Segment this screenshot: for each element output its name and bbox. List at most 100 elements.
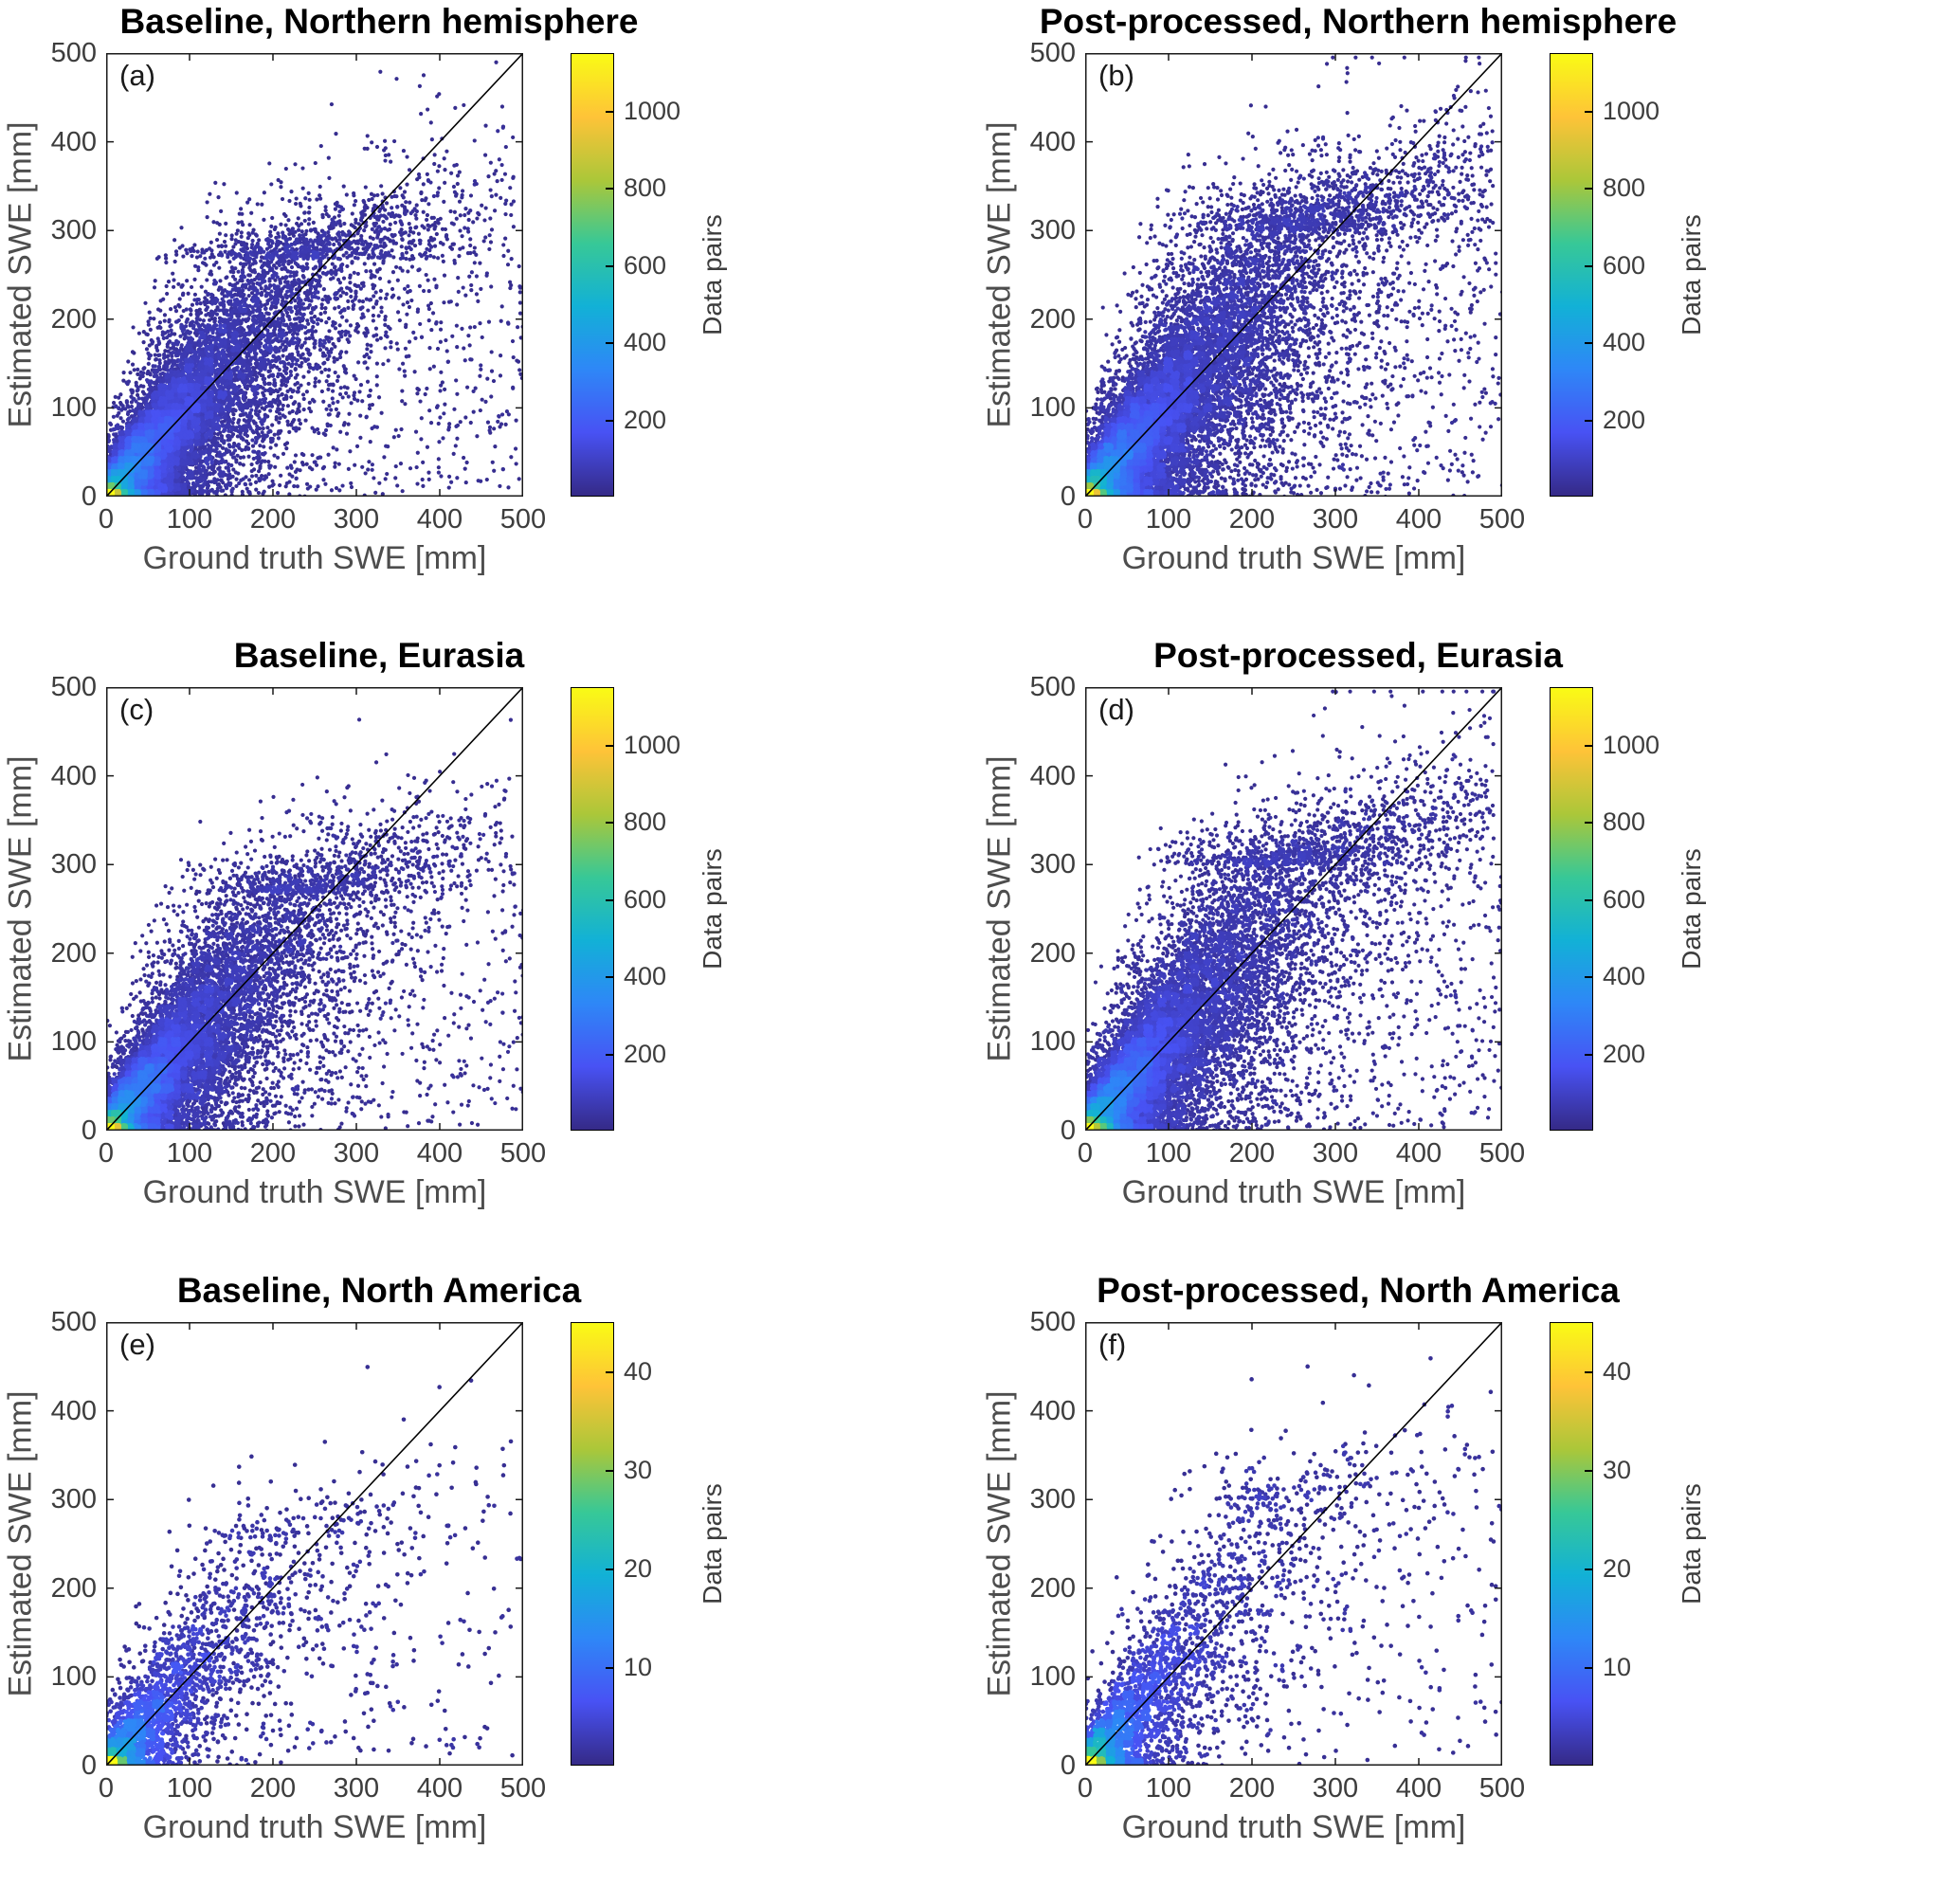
colorbar-gradient xyxy=(1551,54,1592,496)
panel-letter: (d) xyxy=(1098,693,1134,726)
colorbar-tick-labels: 10 20 30 40 xyxy=(624,1322,718,1766)
y-tick-label: 100 xyxy=(1029,1026,1076,1058)
chart-panel: Baseline, North America Estimated SWE [m… xyxy=(0,1269,979,1904)
y-tick-label: 500 xyxy=(1029,672,1076,702)
colorbar-tick-label: 600 xyxy=(1603,884,1646,914)
x-tick-label: 500 xyxy=(499,504,547,535)
colorbar-tick-label: 20 xyxy=(624,1554,653,1583)
chart-panel: Baseline, Eurasia Estimated SWE [mm] 0 10… xyxy=(0,634,979,1269)
colorbar-tick-mark xyxy=(606,1569,613,1570)
colorbar-tick-mark xyxy=(606,1470,613,1472)
colorbar-tick-mark xyxy=(606,976,613,979)
colorbar-tick-label: 600 xyxy=(1603,250,1646,280)
x-axis-label: Ground truth SWE [mm] xyxy=(142,1809,487,1845)
colorbar-tick-mark xyxy=(1585,822,1592,825)
x-tick-labels: 0 100 200 300 400 500 xyxy=(99,504,546,536)
y-tick-label: 100 xyxy=(50,1661,97,1693)
y-tick-label: 100 xyxy=(1029,392,1076,424)
colorbar-tick-mark xyxy=(1585,745,1592,748)
scatter-canvas xyxy=(1085,1322,1502,1766)
x-tick-label: 400 xyxy=(416,1138,463,1169)
colorbar-tick-mark xyxy=(606,1667,613,1669)
colorbar-tick-mark xyxy=(606,1053,613,1056)
colorbar-tick-mark xyxy=(1585,898,1592,901)
colorbar-tick-label: 10 xyxy=(624,1653,653,1681)
colorbar-tick-label: 800 xyxy=(624,807,667,837)
x-tick-label: 500 xyxy=(499,1138,547,1169)
colorbar-tick-mark xyxy=(1585,264,1592,267)
colorbar-label: Data pairs xyxy=(698,848,727,970)
colorbar-gradient xyxy=(1551,1323,1592,1765)
scatter-canvas xyxy=(1085,53,1502,497)
y-tick-label: 300 xyxy=(50,1484,97,1515)
colorbar-tick-mark xyxy=(1585,111,1592,114)
plot-area: (d) xyxy=(1085,687,1502,1131)
chart-title: Post-processed, Eurasia xyxy=(1153,636,1563,675)
colorbar-tick-labels: 200 400 600 800 1000 xyxy=(624,53,718,497)
colorbar-tick-labels: 200 400 600 800 1000 xyxy=(1603,53,1697,497)
x-tick-label: 400 xyxy=(1395,504,1442,535)
colorbar-tick-mark xyxy=(1585,1470,1592,1472)
y-tick-labels: 0 100 200 300 400 500 xyxy=(28,672,97,1146)
colorbar-tick-label: 10 xyxy=(1603,1653,1632,1681)
panel-letter: (b) xyxy=(1098,59,1134,92)
y-tick-label: 300 xyxy=(1029,1484,1076,1515)
colorbar-gradient xyxy=(571,1323,613,1765)
colorbar-tick-mark xyxy=(1585,188,1592,190)
plot-area: (b) xyxy=(1085,53,1502,497)
colorbar-tick-mark xyxy=(1585,1569,1592,1570)
scatter-canvas xyxy=(1085,687,1502,1131)
y-tick-label: 100 xyxy=(1029,1661,1076,1693)
colorbar-tick-mark xyxy=(606,898,613,901)
colorbar-tick-label: 200 xyxy=(1603,1039,1646,1068)
colorbar xyxy=(571,687,614,1131)
x-tick-label: 500 xyxy=(1478,504,1526,535)
y-tick-label: 200 xyxy=(1029,1572,1076,1604)
panel-letter: (e) xyxy=(119,1328,155,1361)
colorbar-tick-label: 30 xyxy=(624,1456,653,1484)
y-tick-label: 300 xyxy=(50,849,97,880)
colorbar-tick-labels: 200 400 600 800 1000 xyxy=(624,687,718,1131)
chart-title: Post-processed, Northern hemisphere xyxy=(1039,2,1678,41)
colorbar-tick-label: 400 xyxy=(1603,962,1646,991)
colorbar-tick-label: 400 xyxy=(624,328,667,357)
x-tick-label: 0 xyxy=(1077,1773,1094,1804)
colorbar-tick-label: 200 xyxy=(624,1039,667,1068)
y-tick-label: 400 xyxy=(50,760,97,791)
x-tick-label: 100 xyxy=(166,1138,213,1169)
y-tick-label: 500 xyxy=(1029,38,1076,68)
y-tick-label: 400 xyxy=(1029,126,1076,157)
y-tick-label: 200 xyxy=(50,937,97,969)
colorbar-tick-label: 40 xyxy=(624,1357,653,1386)
colorbar-tick-label: 800 xyxy=(1603,173,1646,203)
x-axis-label: Ground truth SWE [mm] xyxy=(1121,1174,1466,1210)
colorbar-label: Data pairs xyxy=(1677,214,1706,335)
colorbar-tick-label: 30 xyxy=(1603,1456,1632,1484)
colorbar-gradient xyxy=(571,688,613,1130)
colorbar-tick-mark xyxy=(606,1371,613,1373)
panel-letter: (f) xyxy=(1098,1328,1127,1361)
x-tick-label: 300 xyxy=(333,504,380,535)
colorbar-label: Data pairs xyxy=(1677,848,1706,970)
colorbar-gradient xyxy=(571,54,613,496)
y-tick-labels: 0 100 200 300 400 500 xyxy=(28,1307,97,1781)
y-tick-label: 0 xyxy=(1060,481,1076,512)
plot-area: (e) xyxy=(106,1322,523,1766)
x-tick-label: 0 xyxy=(1077,1138,1094,1169)
colorbar-tick-label: 200 xyxy=(624,405,667,434)
y-tick-label: 500 xyxy=(50,38,97,68)
x-tick-labels: 0 100 200 300 400 500 xyxy=(99,1773,546,1805)
chart-title: Baseline, Eurasia xyxy=(233,636,525,675)
x-axis-label: Ground truth SWE [mm] xyxy=(142,1174,487,1210)
x-tick-label: 200 xyxy=(249,1138,297,1169)
colorbar-label: Data pairs xyxy=(698,214,727,335)
chart-title: Baseline, North America xyxy=(176,1271,582,1310)
x-tick-label: 500 xyxy=(1478,1138,1526,1169)
y-tick-label: 500 xyxy=(1029,1307,1076,1337)
y-tick-label: 400 xyxy=(1029,760,1076,791)
scatter-canvas xyxy=(106,687,523,1131)
x-tick-label: 200 xyxy=(1228,504,1276,535)
colorbar-tick-mark xyxy=(606,745,613,748)
y-tick-label: 500 xyxy=(50,672,97,702)
colorbar-tick-label: 20 xyxy=(1603,1554,1632,1583)
